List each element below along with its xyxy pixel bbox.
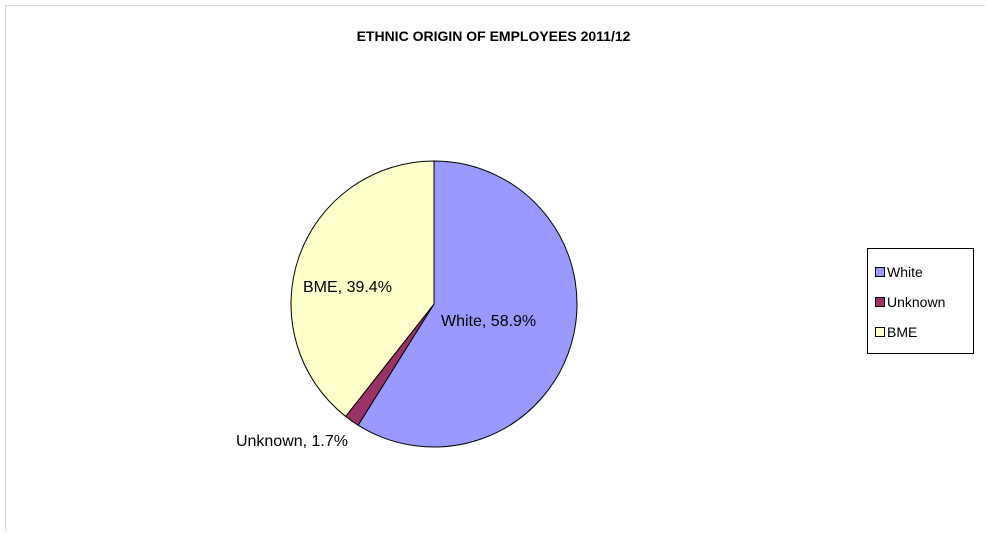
legend-swatch-unknown — [875, 297, 885, 307]
chart-title: ETHNIC ORIGIN OF EMPLOYEES 2011/12 — [356, 28, 631, 44]
legend-swatch-white — [875, 267, 885, 277]
legend-label-unknown: Unknown — [887, 294, 946, 310]
legend-label-bme: BME — [887, 324, 918, 340]
slice-label-bme: BME, 39.4% — [303, 279, 392, 296]
legend-item-unknown: Unknown — [868, 287, 973, 317]
legend-item-bme: BME — [868, 317, 973, 347]
pie-slice-white — [357, 160, 578, 448]
slice-label-unknown: Unknown, 1.7% — [236, 433, 348, 450]
legend-label-white: White — [887, 264, 923, 280]
pie-slice-bme — [290, 160, 435, 418]
legend-item-white: White — [868, 257, 973, 287]
slice-label-white: White, 58.9% — [441, 313, 536, 330]
legend-swatch-bme — [875, 327, 885, 337]
legend: White Unknown BME — [867, 248, 974, 354]
chart-area — [5, 5, 985, 531]
